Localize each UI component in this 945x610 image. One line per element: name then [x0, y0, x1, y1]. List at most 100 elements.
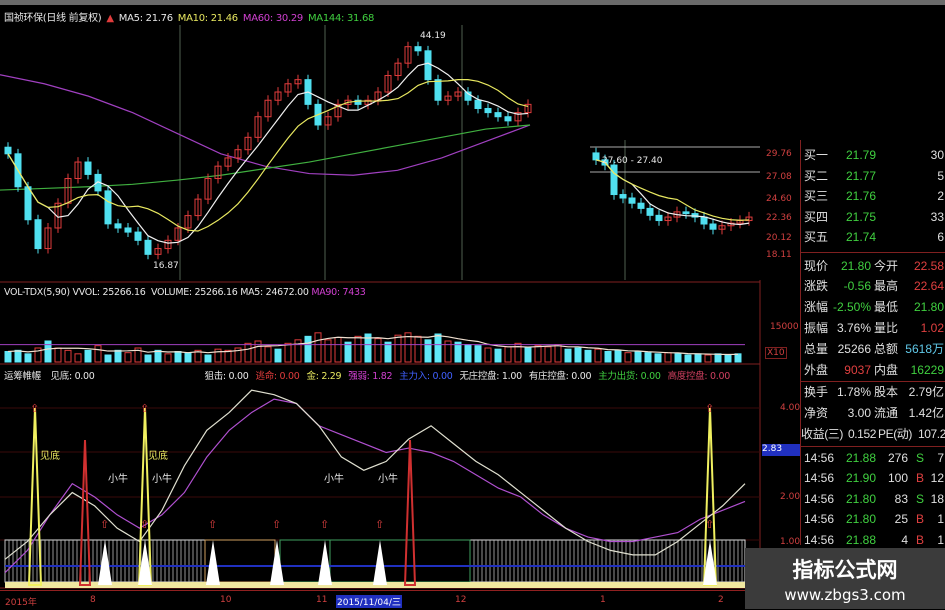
candle-down: [144, 239, 152, 255]
candle-down: [619, 194, 627, 199]
trade-qty: 25: [894, 512, 908, 527]
stat-label: 内盘: [874, 362, 899, 377]
candle-up: [294, 79, 302, 85]
candle-up: [664, 216, 672, 222]
stat-label: 总量: [804, 341, 829, 356]
trade-time: 14:56: [804, 512, 835, 527]
bid-label: 买一: [804, 148, 829, 162]
bid-price: 21.79: [846, 148, 877, 162]
buy-signal-marker: [373, 540, 387, 585]
stat-label: 流通: [874, 406, 899, 421]
trade-time: 14:56: [804, 491, 835, 506]
volume-bar: [644, 352, 652, 363]
candle-down: [682, 211, 690, 215]
candle-down: [124, 227, 132, 233]
stat-value: 1.78%: [836, 385, 871, 400]
candle-up: [224, 157, 232, 167]
quote-panel: 买一 21.79 30 买二 21.77 5 买三 21.76 2 买四 21.75 33 买五 21.7…: [800, 140, 945, 547]
bid-label: 买五: [804, 230, 829, 244]
volume-bar: [544, 346, 552, 363]
stat-row: 外盘 9037 内盘 16229: [801, 360, 945, 380]
volume-bar: [704, 354, 712, 363]
trade-qty: 100: [887, 471, 908, 486]
stat-label: 涨跌: [804, 279, 829, 294]
volume-bar: [364, 333, 372, 363]
volume-bar: [284, 342, 292, 363]
candle-up: [444, 95, 452, 101]
stat-value: 1.02: [920, 320, 944, 335]
volume-bar: [24, 353, 32, 363]
arrow-up-icon: ▲: [106, 13, 114, 24]
volume-bar: [434, 333, 442, 363]
candle-up: [154, 248, 162, 255]
volume-bar: [654, 353, 662, 363]
price-axis-label: 18.11: [766, 250, 792, 260]
trade-row: 14:56 21.90 100 B 12: [801, 468, 945, 488]
indicator-axis-4: 4.00: [780, 403, 801, 413]
watermark-title: 指标公式网: [792, 558, 898, 582]
stat-value: 3.76%: [836, 320, 871, 335]
stat-row: 现价 21.80 今开 22.58: [801, 256, 945, 276]
stat-label: 股本: [874, 385, 899, 400]
trade-count: 7: [937, 450, 944, 465]
watermark: 指标公式网 www.zbgs3.com: [745, 548, 945, 609]
trade-count: 1: [937, 512, 944, 527]
volume-bar: [514, 342, 522, 363]
price-axis-label: 24.60: [766, 193, 792, 204]
stat-label: 最高: [874, 279, 899, 294]
price-axis-label: 27.08: [766, 172, 792, 183]
watermark-url: www.zbgs3.com: [784, 586, 906, 604]
indicator-item: 主力入: 0.00: [399, 371, 453, 382]
volume-bar: [204, 354, 212, 363]
trade-row: 14:56 21.88 276 S 7: [801, 448, 945, 468]
control-zone: [329, 539, 471, 583]
divider: [801, 445, 945, 447]
bid-label: 买四: [804, 209, 829, 224]
volume-ma90: MA90: 7433: [311, 287, 366, 298]
volume-bar: [64, 349, 72, 363]
bid-price: 21.75: [846, 209, 877, 224]
trade-count: 12: [930, 471, 944, 486]
trade-price: 21.90: [846, 471, 877, 486]
divider: [801, 381, 945, 383]
buy-signal-marker: [270, 540, 284, 585]
volume-bar: [674, 353, 682, 363]
indicator-line-2: [4, 398, 746, 574]
signal-label: 小牛: [108, 474, 128, 485]
stat-label: 外盘: [804, 362, 829, 377]
candle-up: [194, 198, 202, 217]
candle-up: [274, 91, 282, 101]
stat-value: 16229: [910, 362, 944, 377]
ma60-value: MA60: 30.29: [242, 13, 303, 24]
stat-row: 收益(三) 0.152 PE(动) 107.2: [801, 424, 945, 444]
volume-bar: [734, 353, 742, 363]
bid-row-3: 买三 21.76 2: [801, 186, 945, 206]
stat-label: PE(动): [878, 426, 913, 441]
candle-up: [214, 165, 222, 180]
candle-up: [364, 99, 372, 105]
candle-up: [718, 225, 726, 230]
price-axis-label: 22.36: [766, 213, 792, 224]
volume-bar: [554, 344, 562, 363]
arrow-up-icon: ⇧: [320, 518, 329, 531]
trade-qty: 276: [887, 450, 908, 465]
candle-up: [244, 136, 252, 151]
candle-up: [384, 75, 392, 93]
bid-price: 21.74: [846, 230, 877, 244]
candle-up: [514, 112, 522, 122]
candle-up: [324, 116, 332, 126]
candle-down: [474, 99, 482, 109]
candle-down: [709, 223, 717, 230]
date-axis: 2015年 8 10 11 2015/11/04/三 12 1 2: [0, 590, 745, 610]
volume-bar: [34, 347, 42, 363]
candle-up: [184, 215, 192, 229]
volume-header: VOL-TDX(5,90) VVOL: 25266.16 VOLUME: 252…: [4, 287, 366, 298]
stat-value: 107.2: [917, 426, 945, 441]
stat-label: 换手: [804, 385, 829, 400]
volume-bar: [724, 354, 732, 363]
trade-time: 14:56: [804, 471, 835, 486]
volume-bar: [374, 338, 382, 363]
candle-down: [424, 50, 432, 81]
indicator-axis-1: 1.00: [780, 537, 801, 547]
